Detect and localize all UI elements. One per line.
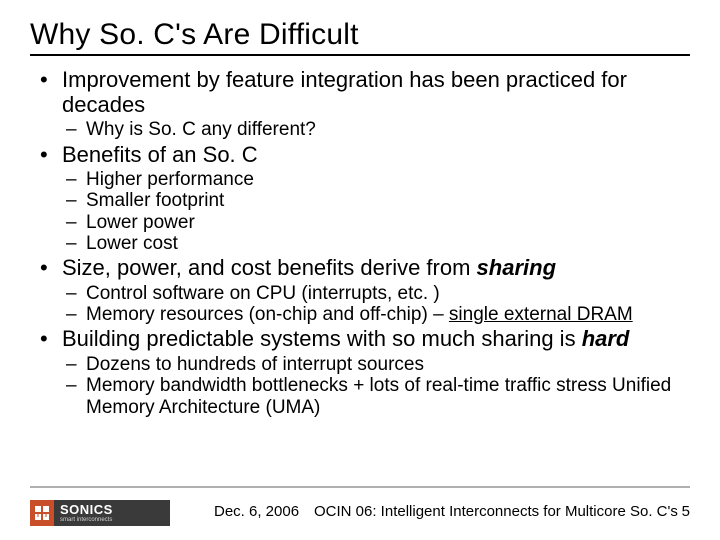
slide-title: Why So. C's Are Difficult — [30, 18, 690, 56]
footer-page-number: 5 — [682, 503, 690, 520]
bullet-3: Size, power, and cost benefits derive fr… — [36, 256, 690, 325]
bullet-4-em: hard — [582, 326, 630, 351]
bullet-list: Improvement by feature integration has b… — [36, 68, 690, 418]
footer-date: Dec. 6, 2006 — [214, 503, 299, 520]
bullet-4-sub-2: Memory bandwidth bottlenecks + lots of r… — [62, 375, 690, 418]
bullet-3-sub-2-u: single external DRAM — [449, 304, 633, 325]
logo-sub: smart interconnects — [60, 517, 170, 523]
bullet-4: Building predictable systems with so muc… — [36, 327, 690, 417]
bullet-3-sub-2-pre: Memory resources (on-chip and off-chip) … — [86, 304, 449, 325]
bullet-2-text: Benefits of an So. C — [62, 142, 258, 167]
logo: SONICS smart interconnects — [30, 500, 170, 526]
footer-conference: OCIN 06: Intelligent Interconnects for M… — [314, 503, 678, 520]
bullet-3-em: sharing — [477, 255, 556, 280]
bullet-1-text: Improvement by feature integration has b… — [62, 67, 627, 117]
bullet-2-sub: Higher performance Smaller footprint Low… — [62, 169, 690, 254]
logo-text: SONICS smart interconnects — [54, 500, 170, 526]
slide: Why So. C's Are Difficult Improvement by… — [0, 0, 720, 540]
logo-main: SONICS — [60, 503, 170, 516]
slide-body: Improvement by feature integration has b… — [30, 68, 690, 418]
bullet-2-sub-4: Lower cost — [62, 233, 690, 254]
bullet-2: Benefits of an So. C Higher performance … — [36, 143, 690, 255]
bullet-1: Improvement by feature integration has b… — [36, 68, 690, 141]
bullet-3-sub: Control software on CPU (interrupts, etc… — [62, 283, 690, 326]
footer: SONICS smart interconnects Dec. 6, 2006 … — [0, 486, 720, 526]
bullet-1-sub: Why is So. C any different? — [62, 119, 690, 140]
bullet-3-sub-2: Memory resources (on-chip and off-chip) … — [62, 304, 690, 325]
bullet-4-pre: Building predictable systems with so muc… — [62, 326, 582, 351]
logo-icon — [30, 500, 54, 526]
bullet-2-sub-2: Smaller footprint — [62, 190, 690, 211]
bullet-4-sub-1: Dozens to hundreds of interrupt sources — [62, 354, 690, 375]
bullet-1-sub-1: Why is So. C any different? — [62, 119, 690, 140]
footer-rule — [30, 486, 690, 488]
bullet-3-pre: Size, power, and cost benefits derive fr… — [62, 255, 477, 280]
bullet-4-sub: Dozens to hundreds of interrupt sources … — [62, 354, 690, 418]
bullet-3-sub-1: Control software on CPU (interrupts, etc… — [62, 283, 690, 304]
bullet-2-sub-1: Higher performance — [62, 169, 690, 190]
bullet-2-sub-3: Lower power — [62, 212, 690, 233]
